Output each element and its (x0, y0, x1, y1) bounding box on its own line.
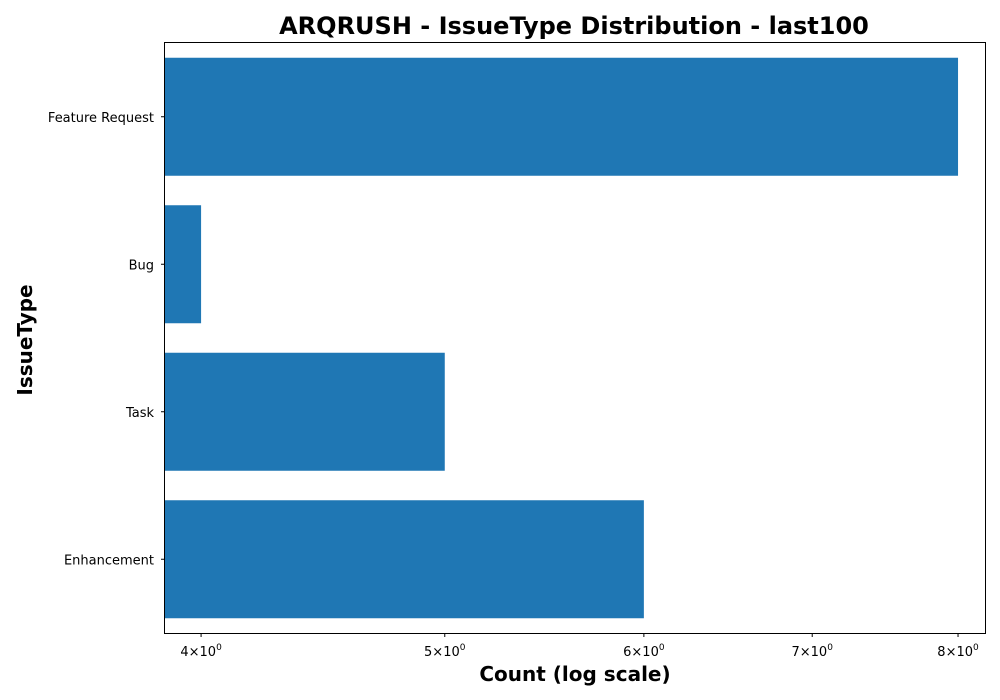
y-tick-label: Enhancement (64, 553, 154, 568)
y-axis-title: IssueType (13, 284, 37, 395)
x-tick-label: 5×100 (424, 643, 466, 660)
bar-task (165, 353, 445, 471)
y-tick-label: Bug (129, 258, 154, 273)
x-tick-label: 6×100 (623, 643, 665, 660)
bars-layer (165, 58, 958, 619)
x-tick-label: 8×100 (937, 643, 979, 660)
chart-title: ARQRUSH - IssueType Distribution - last1… (279, 12, 869, 40)
x-axis-title: Count (log scale) (479, 662, 670, 686)
bar-bug (165, 205, 201, 323)
x-tick-label: 4×100 (180, 643, 222, 660)
y-tick-label: Feature Request (48, 111, 154, 126)
y-axis-ticks: Feature Request Bug Task Enhancement (48, 111, 165, 569)
x-tick-label: 7×100 (791, 643, 833, 660)
x-axis-ticks: 4×100 5×100 6×100 7×100 8×100 (180, 633, 979, 660)
bar-enhancement (165, 500, 644, 618)
bar-feature-request (165, 58, 958, 176)
y-tick-label: Task (125, 406, 155, 421)
